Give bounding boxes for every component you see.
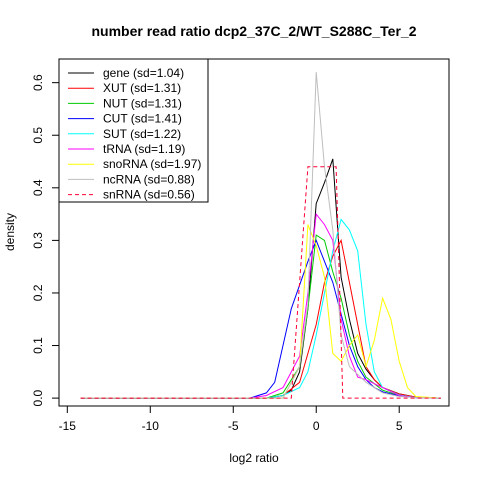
- y-tick-label-6: 0.6: [31, 74, 45, 91]
- legend-box: [58, 58, 209, 203]
- legend-label-8: snRNA (sd=0.56): [103, 188, 195, 202]
- series-line-2: [80, 234, 441, 399]
- y-tick-label-2: 0.2: [31, 284, 45, 301]
- legend-label-3: CUT (sd=1.41): [103, 112, 182, 126]
- y-tick-label-4: 0.4: [31, 179, 45, 196]
- x-tick-label-0: -15: [59, 419, 77, 433]
- chart-title: number read ratio dcp2_37C_2/WT_S288C_Te…: [92, 23, 417, 39]
- x-tick-label-1: -10: [142, 419, 160, 433]
- x-tick-label-2: -5: [228, 419, 239, 433]
- x-axis: -15 -10 -5 0 5: [59, 405, 403, 433]
- y-axis-label: density: [3, 213, 17, 251]
- x-tick-label-3: 0: [313, 419, 320, 433]
- x-tick-label-4: 5: [396, 419, 403, 433]
- legend-label-2: NUT (sd=1.31): [103, 96, 182, 110]
- series-line-6: [80, 224, 441, 399]
- legend-label-5: tRNA (sd=1.19): [103, 142, 185, 156]
- y-tick-label-0: 0.0: [31, 389, 45, 406]
- series-line-5: [80, 212, 441, 399]
- legend: gene (sd=1.04)XUT (sd=1.31)NUT (sd=1.31)…: [58, 58, 209, 203]
- series-line-8: [80, 166, 441, 399]
- legend-label-7: ncRNA (sd=0.88): [103, 172, 195, 186]
- y-tick-label-1: 0.1: [31, 337, 45, 354]
- y-tick-label-3: 0.3: [31, 232, 45, 249]
- legend-label-0: gene (sd=1.04): [103, 66, 184, 80]
- legend-label-4: SUT (sd=1.22): [103, 127, 181, 141]
- series-line-3: [80, 239, 441, 399]
- series-layer: [80, 72, 441, 399]
- x-axis-label: log2 ratio: [229, 451, 279, 465]
- legend-label-6: snoRNA (sd=1.97): [103, 157, 201, 171]
- y-tick-label-5: 0.5: [31, 127, 45, 144]
- legend-label-1: XUT (sd=1.31): [103, 81, 181, 95]
- series-line-7: [80, 72, 441, 399]
